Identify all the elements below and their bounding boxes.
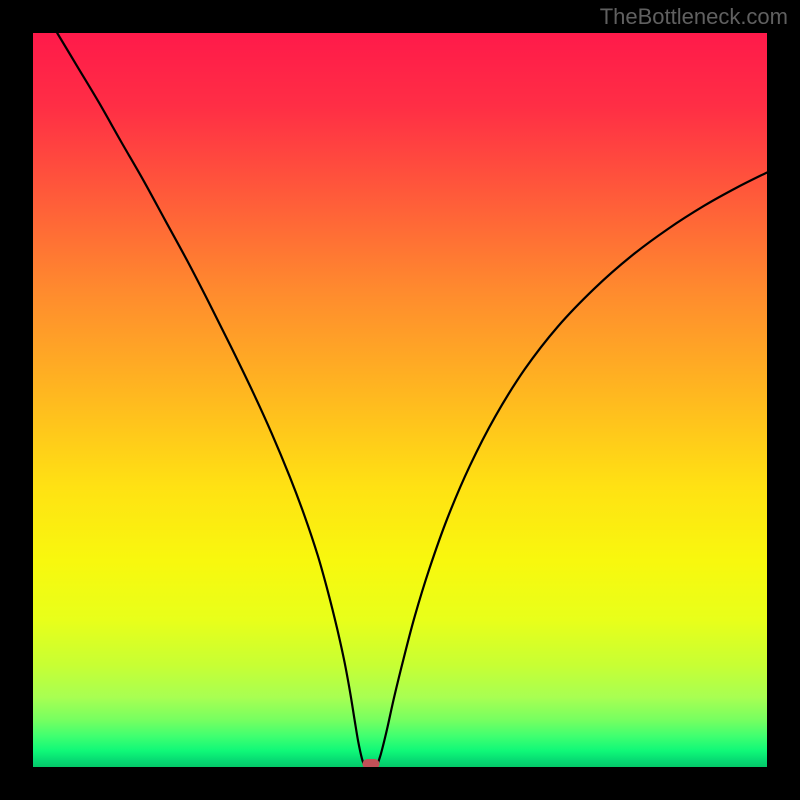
chart-canvas: TheBottleneck.com [0, 0, 800, 800]
watermark-text: TheBottleneck.com [600, 4, 788, 30]
curve-right-branch [377, 172, 767, 767]
curve-left-branch [57, 33, 365, 767]
plot-area [33, 33, 767, 767]
curve-layer [33, 33, 767, 767]
min-point-marker [362, 759, 379, 767]
